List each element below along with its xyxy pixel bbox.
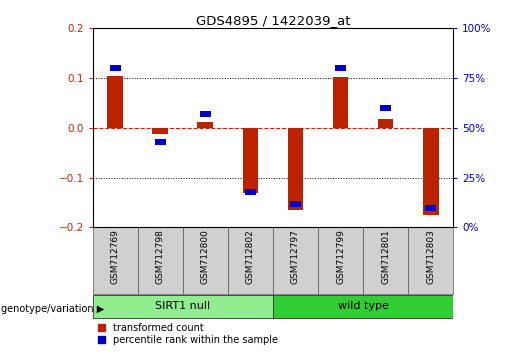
FancyBboxPatch shape (183, 227, 228, 294)
Text: GSM712797: GSM712797 (291, 229, 300, 284)
FancyBboxPatch shape (138, 227, 183, 294)
FancyBboxPatch shape (408, 227, 453, 294)
FancyBboxPatch shape (93, 227, 138, 294)
Text: GSM712799: GSM712799 (336, 229, 345, 284)
Text: GSM712798: GSM712798 (156, 229, 165, 284)
FancyBboxPatch shape (318, 227, 363, 294)
Bar (380, 105, 391, 111)
Bar (335, 65, 346, 71)
Text: GSM712800: GSM712800 (201, 229, 210, 284)
Bar (290, 201, 301, 206)
Text: SIRT1 null: SIRT1 null (155, 302, 211, 312)
Bar (377, 119, 393, 128)
Bar (423, 128, 439, 215)
Text: genotype/variation ▶: genotype/variation ▶ (1, 304, 104, 314)
Bar (200, 111, 211, 117)
Bar (287, 128, 303, 210)
Bar (152, 128, 168, 134)
Bar (197, 122, 213, 128)
Text: GSM712802: GSM712802 (246, 229, 255, 284)
FancyBboxPatch shape (363, 227, 408, 294)
Text: GSM712801: GSM712801 (381, 229, 390, 284)
Bar (333, 76, 349, 128)
FancyBboxPatch shape (228, 227, 273, 294)
Bar (243, 128, 259, 193)
Bar (154, 139, 166, 145)
FancyBboxPatch shape (273, 227, 318, 294)
Bar (110, 65, 121, 71)
Legend: transformed count, percentile rank within the sample: transformed count, percentile rank withi… (97, 323, 278, 345)
Bar (245, 189, 256, 195)
FancyBboxPatch shape (93, 295, 273, 318)
Title: GDS4895 / 1422039_at: GDS4895 / 1422039_at (196, 14, 350, 27)
Text: wild type: wild type (338, 302, 388, 312)
Text: GSM712803: GSM712803 (426, 229, 435, 284)
Bar (425, 205, 436, 211)
FancyBboxPatch shape (273, 295, 453, 318)
Text: GSM712769: GSM712769 (111, 229, 119, 284)
Bar (107, 76, 123, 128)
